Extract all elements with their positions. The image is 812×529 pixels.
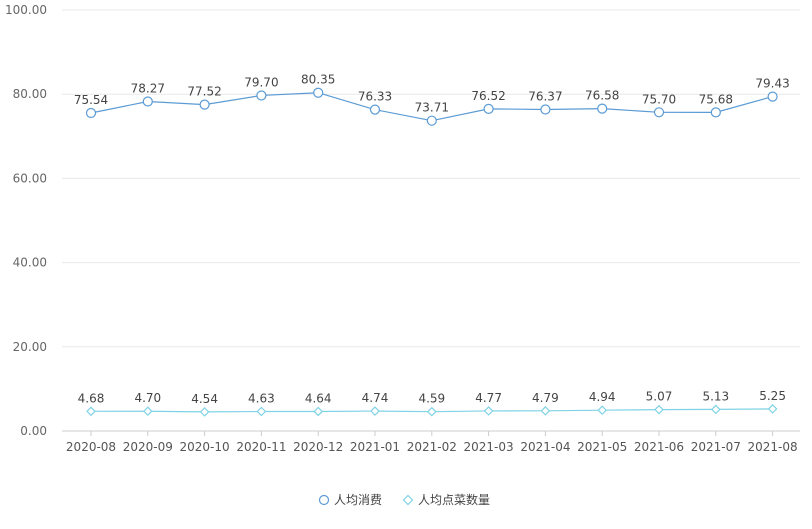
data-label: 5.07 <box>646 390 673 404</box>
data-label: 76.52 <box>471 89 505 103</box>
x-tick-label: 2021-08 <box>748 440 798 454</box>
data-label: 79.70 <box>244 75 278 89</box>
x-tick-label: 2021-07 <box>691 440 741 454</box>
data-point[interactable] <box>313 406 324 417</box>
data-point[interactable] <box>86 406 96 417</box>
data-label: 73.71 <box>415 101 449 115</box>
x-tick-label: 2021-02 <box>407 440 457 454</box>
data-point[interactable] <box>597 405 608 416</box>
data-point[interactable] <box>142 96 153 107</box>
data-point[interactable] <box>313 87 324 98</box>
data-label: 4.77 <box>475 391 502 405</box>
series-layer: 75.54 78.27 77.52 79.70 80.35 76.33 73.71 76.52… <box>74 73 790 417</box>
y-tick-label: 40.00 <box>13 256 47 270</box>
data-label: 75.68 <box>699 92 733 106</box>
data-point[interactable] <box>540 104 551 115</box>
data-label: 4.94 <box>589 390 616 404</box>
diamond-icon <box>402 494 414 506</box>
series-1: 75.54 78.27 77.52 79.70 80.35 76.33 73.71 76.52… <box>74 73 790 126</box>
data-label: 80.35 <box>301 73 335 87</box>
legend[interactable]: 人均消费 人均点菜数量 <box>318 492 491 507</box>
data-label: 4.59 <box>418 392 445 406</box>
y-tick-label: 0.00 <box>20 424 47 438</box>
data-point[interactable] <box>142 406 153 417</box>
y-tick-label: 20.00 <box>13 340 47 354</box>
data-label: 5.25 <box>759 389 786 403</box>
x-tick-label: 2021-05 <box>577 440 627 454</box>
x-tick-label: 2020-10 <box>180 440 230 454</box>
data-label: 4.70 <box>134 391 161 405</box>
x-tick-label: 2020-11 <box>236 440 286 454</box>
data-label: 4.79 <box>532 391 559 405</box>
x-tick-label: 2021-01 <box>350 440 400 454</box>
data-point[interactable] <box>710 404 721 415</box>
x-tick-label: 2020-12 <box>293 440 343 454</box>
data-label: 4.74 <box>362 391 389 405</box>
data-point[interactable] <box>540 405 551 416</box>
data-point[interactable] <box>199 99 210 110</box>
data-point[interactable] <box>653 107 665 118</box>
data-point[interactable] <box>369 104 381 115</box>
data-label: 4.68 <box>78 391 105 405</box>
data-label: 76.58 <box>585 89 619 103</box>
data-point[interactable] <box>426 115 437 126</box>
data-point[interactable] <box>483 103 494 114</box>
y-tick-label: 80.00 <box>13 87 47 101</box>
x-tick-label: 2021-06 <box>634 440 684 454</box>
data-label: 79.43 <box>755 77 789 91</box>
data-point[interactable] <box>370 406 380 416</box>
x-tick-label: 2021-04 <box>520 440 570 454</box>
legend-label: 人均点菜数量 <box>418 492 490 507</box>
y-tick-label: 100.00 <box>5 3 47 17</box>
x-tick-label: 2021-03 <box>464 440 514 454</box>
data-label: 77.52 <box>187 85 221 99</box>
data-label: 75.70 <box>642 92 676 106</box>
data-label: 76.37 <box>528 89 562 103</box>
data-point[interactable] <box>767 91 778 102</box>
circle-icon <box>318 494 330 506</box>
data-label: 4.54 <box>191 392 218 406</box>
data-label: 4.64 <box>305 391 332 405</box>
data-point[interactable] <box>597 103 608 114</box>
data-point[interactable] <box>85 107 97 119</box>
data-point[interactable] <box>710 107 721 118</box>
data-point[interactable] <box>426 406 437 417</box>
data-point[interactable] <box>654 404 664 415</box>
legend-item[interactable]: 人均点菜数量 <box>402 492 491 507</box>
data-label: 78.27 <box>131 81 165 95</box>
data-label: 5.13 <box>702 389 729 403</box>
y-tick-label: 60.00 <box>13 171 47 185</box>
legend-label: 人均消费 <box>334 493 382 507</box>
data-label: 76.33 <box>358 90 392 104</box>
legend-item[interactable]: 人均消费 <box>318 493 383 507</box>
axis-layer: 0.00 20.00 40.00 60.00 80.00 100.00 2020-08 202… <box>5 3 798 454</box>
data-point[interactable] <box>199 407 210 417</box>
data-point[interactable] <box>767 404 778 414</box>
x-tick-label: 2020-08 <box>66 440 116 454</box>
x-tick-label: 2020-09 <box>123 440 173 454</box>
data-label: 75.54 <box>74 93 108 107</box>
data-point[interactable] <box>256 406 267 417</box>
series-2: 4.68 4.70 4.54 4.63 4.64 4.74 4.59 4.77 4.79 4.94… <box>78 389 786 417</box>
data-label: 4.63 <box>248 392 275 406</box>
data-point[interactable] <box>483 406 494 416</box>
data-point[interactable] <box>256 90 267 101</box>
grid-layer <box>62 9 800 432</box>
